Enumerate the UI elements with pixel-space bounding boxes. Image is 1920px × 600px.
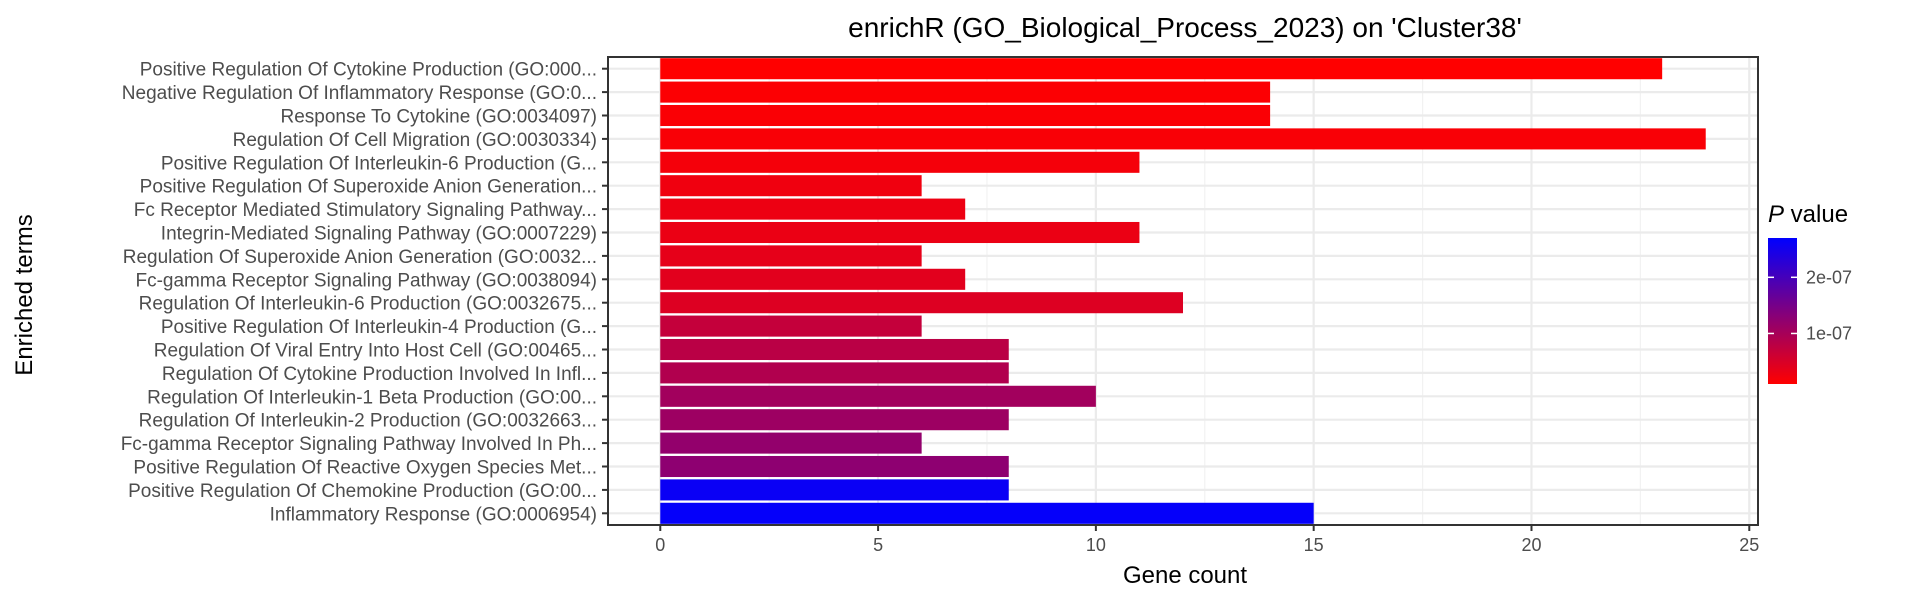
legend-ticks: 1e-07 2e-07 [1768,267,1852,343]
bar [660,198,966,220]
category-label: Positive Regulation Of Superoxide Anion … [140,177,597,198]
legend-title: P value [1768,201,1848,228]
bar [660,432,922,454]
category-label: Response To Cytokine (GO:0034097) [281,107,598,128]
bar [660,81,1271,103]
x-axis-title: Gene count [1123,562,1247,589]
bar [660,502,1314,524]
category-label: Regulation Of Superoxide Anion Generatio… [123,247,597,268]
x-tick-label: 5 [873,535,883,555]
category-label: Regulation Of Interleukin-1 Beta Product… [147,387,597,408]
category-label: Regulation Of Viral Entry Into Host Cell… [154,341,597,362]
bar [660,104,1271,127]
bar [660,385,1096,407]
panel-background [608,57,1758,525]
legend-colorbar [1768,238,1797,384]
category-labels: Positive Regulation Of Cytokine Producti… [121,60,608,525]
x-axis-ticks: 0 5 10 15 20 25 [655,525,1759,555]
category-label: Negative Regulation Of Inflammatory Resp… [122,83,597,104]
bar [660,479,1009,501]
category-label: Inflammatory Response (GO:0006954) [270,504,597,525]
bars [660,58,1706,524]
chart-title: enrichR (GO_Biological_Process_2023) on … [848,12,1522,43]
bar [660,292,1183,314]
bar [660,58,1663,80]
category-label: Regulation Of Cell Migration (GO:0030334… [233,130,597,151]
bar [660,338,1009,361]
category-label: Positive Regulation Of Cytokine Producti… [140,60,597,81]
bar [660,409,1009,431]
bar [660,151,1140,173]
category-label: Positive Regulation Of Reactive Oxygen S… [133,458,597,479]
bar [660,315,922,337]
panel-border [607,56,1759,526]
category-label: Positive Regulation Of Interleukin-6 Pro… [161,153,597,174]
bar [660,221,1140,244]
category-label: Positive Regulation Of Interleukin-4 Pro… [161,317,597,338]
y-axis-title: Enriched terms [11,214,38,375]
legend-tick-label: 1e-07 [1806,323,1852,343]
legend-title-rest: value [1784,201,1848,228]
bar [660,245,922,267]
category-label: Fc-gamma Receptor Signaling Pathway Invo… [121,434,597,455]
x-tick-label: 15 [1304,535,1324,555]
category-label: Integrin-Mediated Signaling Pathway (GO:… [161,224,597,245]
bar [660,268,966,290]
category-label: Fc-gamma Receptor Signaling Pathway (GO:… [135,270,597,291]
bar [660,362,1009,384]
legend-tick-label: 2e-07 [1806,267,1852,287]
bar [660,175,922,197]
bar [660,128,1706,150]
category-label: Regulation Of Interleukin-6 Production (… [139,294,597,315]
plot-panel [607,56,1759,526]
p-value-legend: P value 1e-07 2e-07 [1768,201,1852,384]
x-tick-label: 25 [1739,535,1759,555]
legend-title-p: P [1768,201,1784,228]
category-label: Regulation Of Interleukin-2 Production (… [139,411,597,432]
bar [660,455,1009,478]
x-tick-label: 20 [1521,535,1541,555]
category-label: Positive Regulation Of Chemokine Product… [128,481,597,502]
x-tick-label: 10 [1086,535,1106,555]
x-tick-label: 0 [655,535,665,555]
category-label: Fc Receptor Mediated Stimulatory Signali… [134,200,597,221]
category-label: Regulation Of Cytokine Production Involv… [162,364,597,385]
